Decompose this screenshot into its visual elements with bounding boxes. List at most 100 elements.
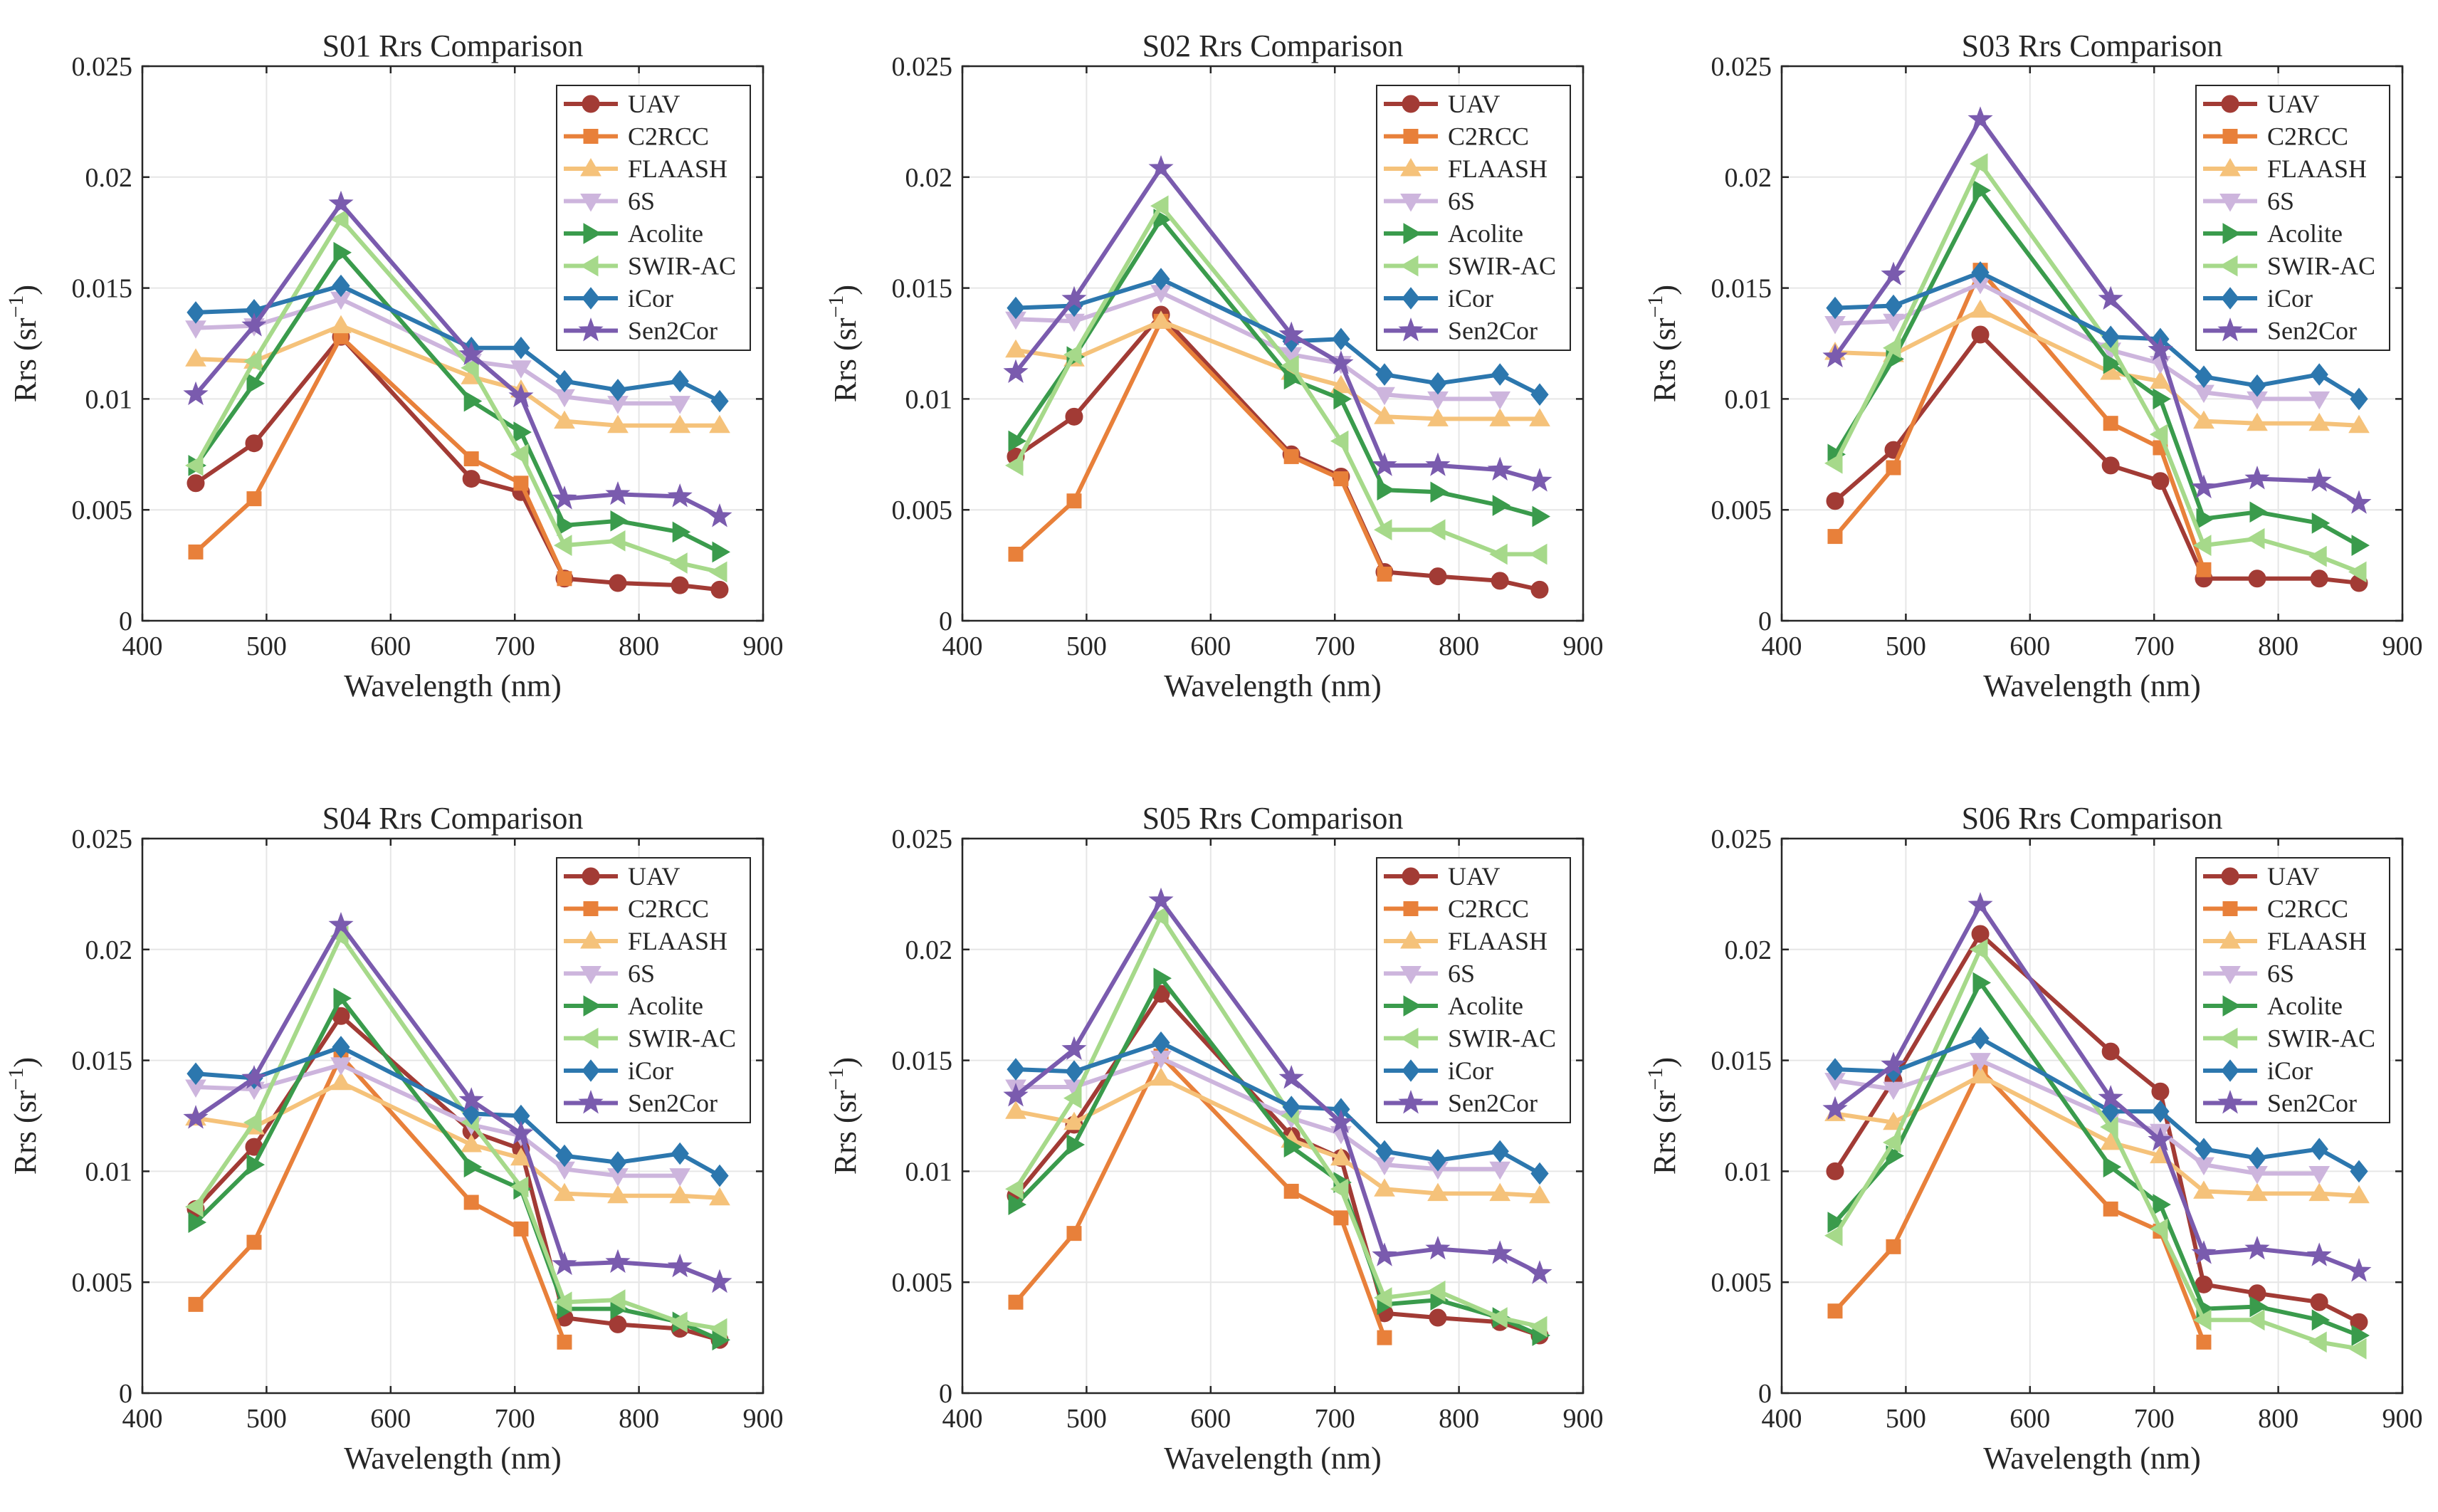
data-point-sen2cor xyxy=(552,485,577,510)
data-point-flaash xyxy=(2308,1182,2331,1202)
data-point-swir-ac xyxy=(1489,1307,1508,1328)
data-point-flaash xyxy=(2193,410,2214,429)
data-point-sen2cor xyxy=(2098,1085,2123,1109)
data-point-sen2cor xyxy=(458,1087,484,1111)
y-axis-label-exponent: −1 xyxy=(824,1068,848,1091)
data-point-acolite xyxy=(2153,388,2171,410)
legend-label-flaash: FLAASH xyxy=(2267,154,2367,183)
legend-marker-icor xyxy=(1402,287,1420,310)
data-point-flaash xyxy=(1005,1101,1026,1119)
legend-label-6s: 6S xyxy=(628,960,655,988)
x-tick-label: 700 xyxy=(495,1404,535,1434)
legend-label-c2rcc: C2RCC xyxy=(2267,895,2348,923)
x-tick-label: 800 xyxy=(619,1404,659,1434)
data-point-swir-ac xyxy=(1883,337,1901,359)
data-point-uav xyxy=(1429,1308,1447,1327)
data-point-swir-ac xyxy=(1330,1178,1349,1200)
x-tick-label: 800 xyxy=(1439,631,1479,661)
legend-marker-6s xyxy=(2219,194,2241,212)
data-point-swir-ac xyxy=(243,1111,262,1133)
data-point-sen2cor xyxy=(2244,1236,2270,1260)
x-tick-label: 800 xyxy=(619,631,659,661)
data-point-sen2cor xyxy=(1003,1083,1029,1107)
panel-1: 400 500 600 700 800 900 0 0.005 0.01 0.015 0.02 0.0… xyxy=(4,28,784,703)
data-point-sen2cor xyxy=(1372,452,1397,476)
data-point-flaash xyxy=(669,1185,691,1204)
legend-marker-6s xyxy=(580,194,601,212)
legend-marker-icor xyxy=(2221,1059,2239,1082)
data-point-icor xyxy=(1282,1096,1301,1118)
data-point-icor xyxy=(2101,325,2120,349)
y-axis-label-main: Rrs (sr xyxy=(8,317,43,402)
data-point-icor xyxy=(1884,294,1903,317)
data-point-icor xyxy=(2195,365,2213,389)
data-point-swir-ac xyxy=(1005,455,1024,476)
data-point-swir-ac xyxy=(2308,1331,2327,1353)
legend-label-acolite: Acolite xyxy=(2267,992,2343,1020)
legend-label-acolite: Acolite xyxy=(1448,219,1523,248)
legend-marker-sen2cor xyxy=(578,1090,604,1114)
legend-marker-uav xyxy=(2221,95,2239,113)
data-point-acolite xyxy=(333,987,352,1009)
data-point-sen2cor xyxy=(2346,490,2372,514)
data-point-sen2cor xyxy=(605,481,631,505)
series-line-6s xyxy=(1834,1058,2320,1176)
legend-marker-uav xyxy=(582,867,600,886)
x-tick-label: 700 xyxy=(1315,631,1355,661)
x-axis-label: Wavelength (nm) xyxy=(344,668,562,703)
y-tick-label: 0.01 xyxy=(85,1157,133,1187)
x-tick-label: 900 xyxy=(2382,631,2423,661)
data-point-icor xyxy=(1375,363,1394,386)
legend-marker-acolite xyxy=(1403,995,1422,1017)
data-point-swir-ac xyxy=(1824,1224,1843,1246)
x-tick-label: 700 xyxy=(495,631,535,661)
data-point-c2rcc xyxy=(188,1296,204,1312)
data-point-swir-ac xyxy=(1970,153,1988,174)
data-point-uav xyxy=(1971,925,1990,943)
legend-marker-uav xyxy=(1402,95,1420,113)
data-point-6s xyxy=(1970,1053,1991,1071)
data-point-sen2cor xyxy=(508,383,534,408)
y-tick-label: 0.025 xyxy=(1711,824,1772,854)
data-point-flaash xyxy=(1489,408,1511,426)
data-point-icor xyxy=(1007,296,1025,320)
data-point-icor xyxy=(1152,1031,1170,1054)
x-tick-label: 900 xyxy=(2382,1404,2423,1434)
data-point-swir-ac xyxy=(2247,527,2265,550)
x-tick-label: 400 xyxy=(942,1404,983,1434)
data-point-swir-ac xyxy=(1427,519,1446,541)
data-point-flaash xyxy=(1883,1111,1904,1130)
data-point-uav xyxy=(609,574,627,592)
chart-title: S01 Rrs Comparison xyxy=(322,28,584,63)
data-point-flaash xyxy=(2348,1185,2370,1204)
x-tick-label: 500 xyxy=(1886,631,1926,661)
data-point-uav xyxy=(1429,567,1447,586)
data-point-icor xyxy=(2195,1138,2213,1161)
legend-label-c2rcc: C2RCC xyxy=(628,895,709,923)
axes-box xyxy=(141,65,764,622)
y-tick-label: 0.005 xyxy=(892,495,953,525)
data-point-icor xyxy=(609,1151,627,1174)
data-point-acolite xyxy=(610,510,629,532)
series-flaash xyxy=(1824,1065,2370,1204)
legend-label-sen2cor: Sen2Cor xyxy=(2267,317,2357,345)
data-point-acolite xyxy=(1377,479,1395,501)
data-point-acolite xyxy=(557,515,575,536)
x-tick-label: 600 xyxy=(2009,631,2050,661)
y-axis-label-close: ) xyxy=(8,1057,43,1068)
legend-label-icor: iCor xyxy=(628,284,673,313)
data-point-uav xyxy=(186,474,205,493)
x-tick-label: 500 xyxy=(246,631,287,661)
y-tick-label: 0.02 xyxy=(1725,935,1772,965)
data-point-sen2cor xyxy=(2346,1258,2372,1282)
data-point-sen2cor xyxy=(1425,452,1451,476)
data-point-icor xyxy=(2350,1160,2368,1183)
data-point-uav xyxy=(462,470,480,488)
legend-marker-acolite xyxy=(2222,223,2241,244)
data-point-sen2cor xyxy=(1967,106,1993,130)
legend-label-uav: UAV xyxy=(628,90,680,118)
y-axis-label-main: Rrs (sr xyxy=(1647,1090,1682,1175)
data-point-acolite xyxy=(2351,535,2370,556)
data-point-sen2cor xyxy=(1061,1036,1087,1060)
data-point-swir-ac xyxy=(2149,1218,2168,1240)
